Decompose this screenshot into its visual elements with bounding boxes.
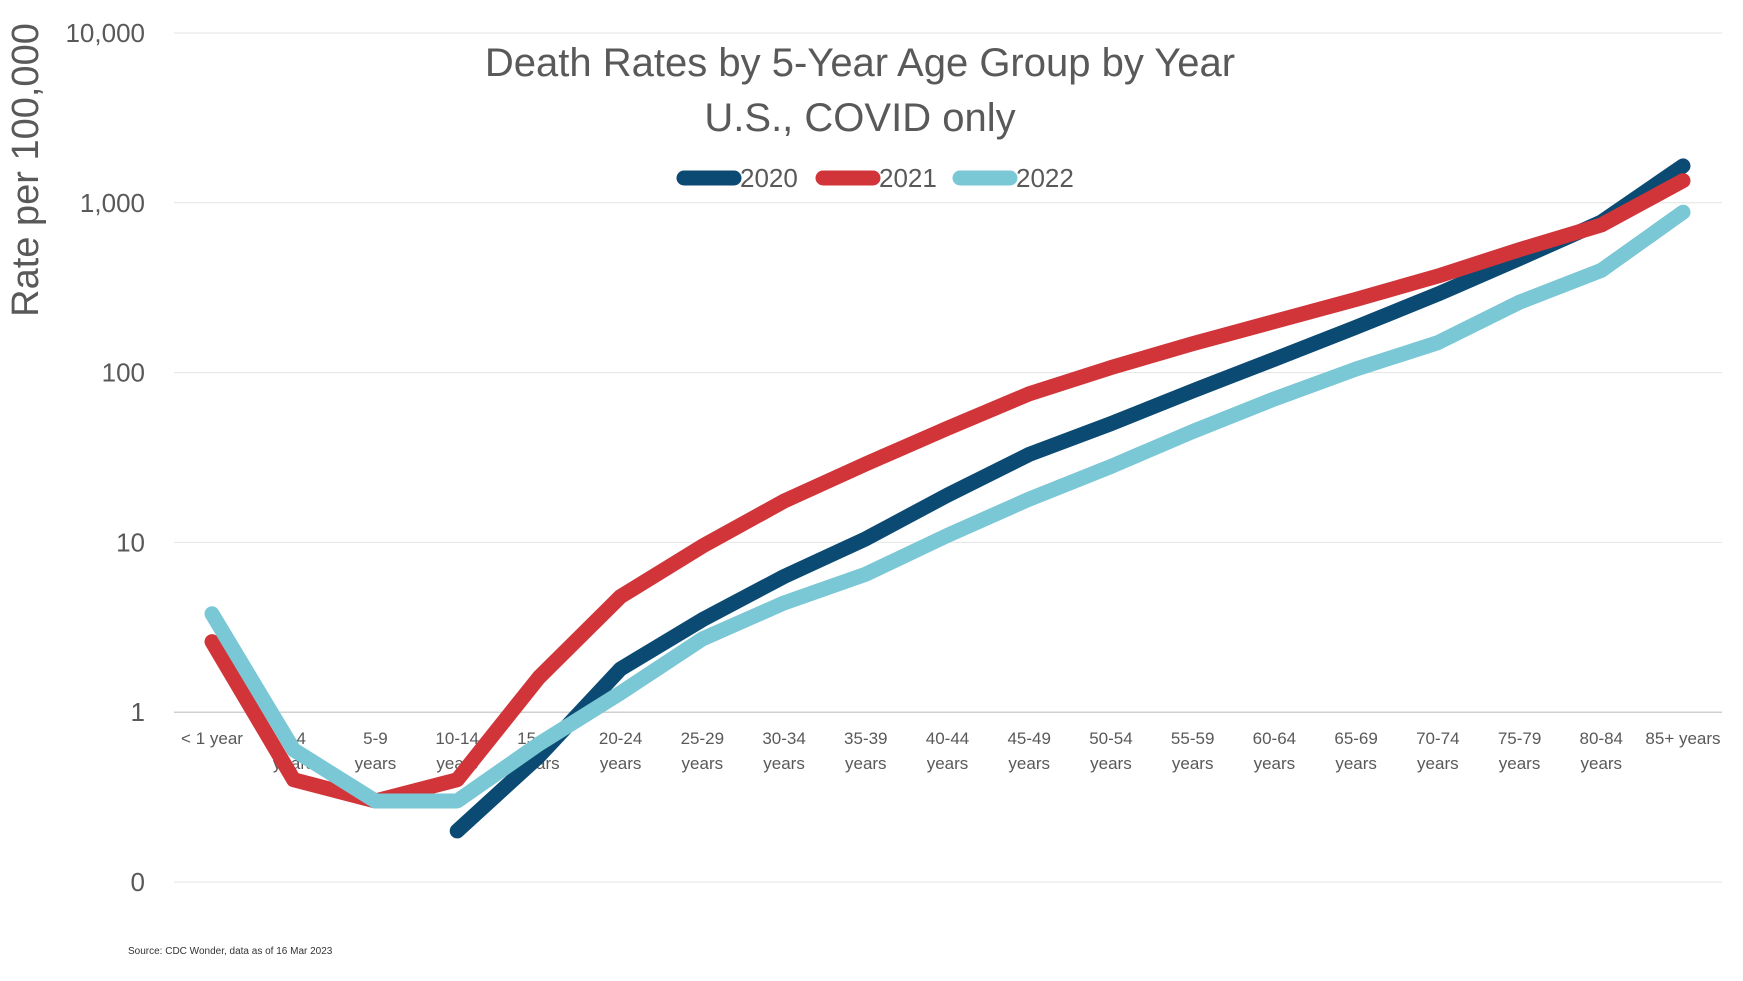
x-tick-label-8: 35-39 years bbox=[844, 729, 887, 773]
chart-title: Death Rates by 5-Year Age Group by Year bbox=[485, 41, 1235, 85]
legend-label-2021: 2021 bbox=[879, 163, 937, 193]
y-tick-label-2: 10 bbox=[116, 527, 145, 557]
x-tick-label-10: 45-49 years bbox=[1007, 729, 1050, 773]
x-tick-label-15: 70-74 years bbox=[1416, 729, 1459, 773]
x-tick-label-18: 85+ years bbox=[1645, 729, 1720, 748]
x-tick-label-9: 40-44 years bbox=[926, 729, 969, 773]
x-tick-label-6: 25-29 years bbox=[681, 729, 724, 773]
series-line-2022 bbox=[204, 204, 1691, 809]
series-lines bbox=[204, 158, 1691, 839]
y-tick-label-3: 100 bbox=[102, 358, 145, 388]
x-tick-label-0: < 1 year bbox=[181, 729, 243, 748]
x-tick-label-17: 80-84 years bbox=[1580, 729, 1623, 773]
x-tick-label-7: 30-34 years bbox=[762, 729, 805, 773]
legend-label-2020: 2020 bbox=[740, 163, 798, 193]
y-tick-label-5: 10,000 bbox=[65, 18, 145, 48]
x-tick-label-16: 75-79 years bbox=[1498, 729, 1541, 773]
legend: 2020 2021 2022 bbox=[676, 163, 1074, 193]
x-tick-label-2: 5-9 years bbox=[355, 729, 397, 773]
y-tick-label-1: 1 bbox=[131, 697, 145, 727]
series-line-2020 bbox=[449, 158, 1691, 839]
y-axis-label: Rate per 100,000 bbox=[5, 23, 47, 317]
chart-subtitle: U.S., COVID only bbox=[704, 96, 1015, 140]
y-axis-ticks: 0 1 10 100 1,000 10,000 bbox=[65, 18, 145, 897]
x-tick-label-5: 20-24 years bbox=[599, 729, 642, 773]
source-note: Source: CDC Wonder, data as of 16 Mar 20… bbox=[128, 946, 333, 957]
legend-label-2022: 2022 bbox=[1016, 163, 1074, 193]
y-tick-label-0: 0 bbox=[131, 867, 145, 897]
x-tick-label-12: 55-59 years bbox=[1171, 729, 1214, 773]
x-tick-label-11: 50-54 years bbox=[1089, 729, 1132, 773]
series-line-2021 bbox=[204, 173, 1691, 809]
x-tick-label-13: 60-64 years bbox=[1253, 729, 1296, 773]
x-tick-label-14: 65-69 years bbox=[1334, 729, 1377, 773]
y-tick-label-4: 1,000 bbox=[80, 188, 145, 218]
